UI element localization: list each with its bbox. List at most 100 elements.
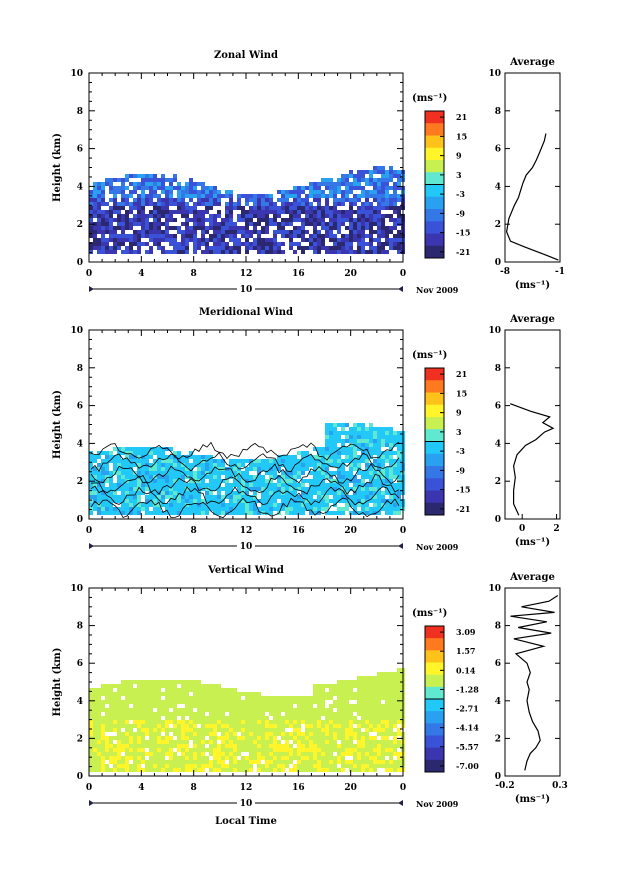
heatmap-cell bbox=[317, 471, 321, 475]
heatmap-cell bbox=[221, 226, 225, 230]
heatmap-cell bbox=[265, 483, 269, 487]
colorbar-segment bbox=[425, 453, 444, 467]
heatmap-cell bbox=[397, 242, 401, 246]
heatmap-cell bbox=[185, 463, 189, 467]
heatmap-cell bbox=[93, 246, 97, 250]
heatmap-cell bbox=[289, 720, 293, 724]
heatmap-cell bbox=[109, 479, 113, 483]
heatmap-cell bbox=[357, 214, 361, 218]
heatmap-cell bbox=[281, 250, 285, 254]
heatmap-cell bbox=[153, 736, 157, 740]
heatmap-cell bbox=[321, 704, 325, 708]
heatmap-cell bbox=[149, 736, 153, 740]
heatmap-cell bbox=[373, 503, 377, 507]
heatmap-cell bbox=[93, 752, 97, 756]
heatmap-cell bbox=[201, 756, 205, 760]
heatmap-cell bbox=[293, 230, 297, 234]
heatmap-cell bbox=[213, 483, 217, 487]
heatmap-cell bbox=[257, 463, 261, 467]
heatmap-cell bbox=[213, 459, 217, 463]
heatmap-cell bbox=[129, 511, 133, 515]
heatmap-cell bbox=[241, 692, 245, 696]
heatmap-cell bbox=[373, 210, 377, 214]
heatmap-cell bbox=[197, 684, 201, 688]
heatmap-cell bbox=[169, 447, 173, 451]
heatmap-cell bbox=[369, 222, 373, 226]
heatmap-cell bbox=[225, 700, 229, 704]
heatmap-cell bbox=[273, 708, 277, 712]
heatmap-cell bbox=[225, 768, 229, 772]
heatmap-cell bbox=[273, 752, 277, 756]
heatmap-cell bbox=[321, 696, 325, 700]
heatmap-cell bbox=[301, 716, 305, 720]
heatmap-cell bbox=[97, 238, 101, 242]
heatmap-cell bbox=[185, 234, 189, 238]
heatmap-cell bbox=[289, 487, 293, 491]
heatmap-cell bbox=[233, 732, 237, 736]
heatmap-cell bbox=[313, 210, 317, 214]
heatmap-cell bbox=[169, 226, 173, 230]
heatmap-cell bbox=[217, 503, 221, 507]
heatmap-cell bbox=[145, 740, 149, 744]
heatmap-cell bbox=[197, 768, 201, 772]
heatmap-cell bbox=[97, 692, 101, 696]
heatmap-cell bbox=[249, 194, 253, 198]
heatmap-cell bbox=[313, 708, 317, 712]
heatmap-cell bbox=[309, 218, 313, 222]
heatmap-cell bbox=[129, 210, 133, 214]
heatmap-cell bbox=[217, 495, 221, 499]
heatmap-cell bbox=[217, 712, 221, 716]
heatmap-cell bbox=[317, 704, 321, 708]
heatmap-cell bbox=[361, 700, 365, 704]
heatmap-cell bbox=[229, 238, 233, 242]
date-arrow-left bbox=[89, 543, 94, 549]
heatmap-cell bbox=[385, 467, 389, 471]
heatmap-cell bbox=[277, 764, 281, 768]
heatmap-cell bbox=[133, 692, 137, 696]
heatmap-cell bbox=[225, 206, 229, 210]
heatmap-cell bbox=[141, 688, 145, 692]
heatmap-cell bbox=[133, 700, 137, 704]
heatmap-cell bbox=[165, 467, 169, 471]
heatmap-cell bbox=[325, 234, 329, 238]
heatmap-cell bbox=[337, 178, 341, 182]
heatmap-cell bbox=[165, 206, 169, 210]
heatmap-cell bbox=[177, 190, 181, 194]
heatmap-cell bbox=[333, 210, 337, 214]
heatmap-cell bbox=[225, 250, 229, 254]
heatmap-cell bbox=[161, 728, 165, 732]
heatmap-cell bbox=[217, 190, 221, 194]
heatmap-cell bbox=[393, 186, 397, 190]
heatmap-cell bbox=[273, 487, 277, 491]
heatmap-cell bbox=[241, 234, 245, 238]
heatmap-cell bbox=[389, 748, 393, 752]
heatmap-cell bbox=[101, 483, 105, 487]
heatmap-cell bbox=[393, 507, 397, 511]
heatmap-cell bbox=[317, 250, 321, 254]
heatmap-cell bbox=[165, 507, 169, 511]
heatmap-cell bbox=[393, 708, 397, 712]
heatmap-cell bbox=[389, 447, 393, 451]
heatmap-cell bbox=[261, 202, 265, 206]
heatmap-cell bbox=[253, 696, 257, 700]
heatmap-cell bbox=[133, 716, 137, 720]
heatmap-cell bbox=[201, 716, 205, 720]
heatmap-cell bbox=[121, 491, 125, 495]
heatmap-cell bbox=[305, 487, 309, 491]
heatmap-cell bbox=[201, 459, 205, 463]
y-tick-label: 0 bbox=[77, 258, 83, 268]
heatmap-cell bbox=[113, 463, 117, 467]
heatmap-cell bbox=[337, 696, 341, 700]
heatmap-cell bbox=[337, 700, 341, 704]
heatmap-cell bbox=[273, 206, 277, 210]
heatmap-cell bbox=[257, 214, 261, 218]
heatmap-cell bbox=[169, 764, 173, 768]
heatmap-cell bbox=[357, 218, 361, 222]
date-label: Nov 2009 bbox=[416, 799, 459, 809]
heatmap-cell bbox=[217, 724, 221, 728]
heatmap-cell bbox=[249, 692, 253, 696]
heatmap-cell bbox=[365, 495, 369, 499]
heatmap-cell bbox=[373, 760, 377, 764]
heatmap-cell bbox=[241, 712, 245, 716]
heatmap-cell bbox=[121, 740, 125, 744]
